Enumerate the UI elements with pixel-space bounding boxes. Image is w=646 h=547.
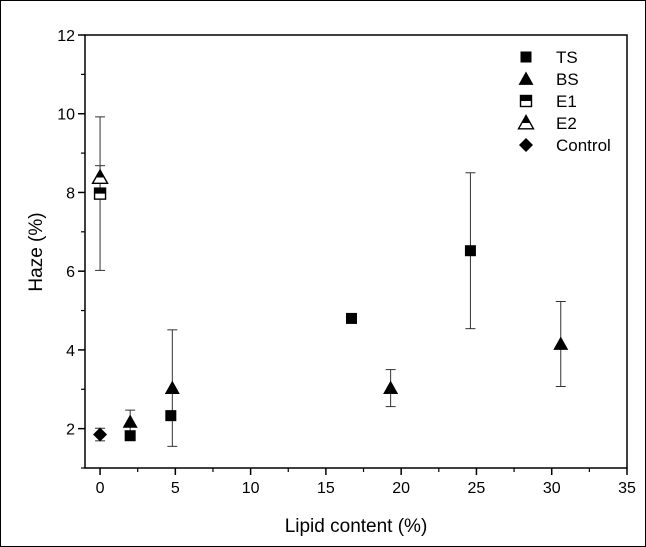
x-tick-label: 15 [317,480,335,497]
data-point-ts [165,410,177,422]
legend-label: BS [556,70,579,89]
legend-marker-e2 [517,114,535,130]
data-point-bs [383,380,399,394]
x-tick-label: 0 [96,480,105,497]
x-tick-label: 25 [468,480,486,497]
legend-label: Control [556,136,611,155]
legend-marker-ts [520,51,532,63]
error-bars [95,116,566,447]
legend-item-ts: TS [520,48,578,67]
data-point-e1 [93,187,107,200]
x-tick-label: 35 [618,480,636,497]
legend-marker-control [519,138,533,152]
y-tick-label: 6 [66,264,75,281]
legend-marker-e1 [519,94,533,108]
data-point-ts [464,245,476,257]
x-axis-title: Lipid content (%) [285,516,428,537]
y-axis: 2 4 6 8 10 12 [57,28,85,469]
legend-label: TS [556,48,578,67]
y-tick-label: 4 [66,343,75,360]
x-tick-label: 30 [543,480,561,497]
plot-area [84,34,628,469]
y-tick-label: 2 [66,422,75,439]
data-points [91,168,569,442]
y-tick-label: 8 [66,185,75,202]
data-point-ts [345,312,357,324]
data-point-bs [553,336,569,350]
legend-label: E1 [556,92,577,111]
x-axis: 0 5 10 15 20 25 30 35 [96,468,636,497]
legend-item-control: Control [519,136,611,155]
legend: TS BS E1 E2 Control [517,48,611,155]
legend-item-e2: E2 [517,114,577,133]
y-tick-label: 12 [57,28,75,45]
data-point-bs [122,414,138,428]
legend-label: E2 [556,114,577,133]
data-point-control [93,427,108,442]
data-point-e2 [91,168,109,185]
legend-item-bs: BS [518,70,579,89]
x-tick-label: 20 [392,480,410,497]
legend-marker-bs [518,71,534,85]
legend-item-e1: E1 [519,92,577,111]
x-tick-label: 10 [242,480,260,497]
y-axis-title: Haze (%) [26,212,47,291]
x-tick-label: 5 [171,480,180,497]
y-tick-label: 10 [57,107,75,124]
data-point-ts [124,430,136,442]
data-point-bs [164,380,180,394]
